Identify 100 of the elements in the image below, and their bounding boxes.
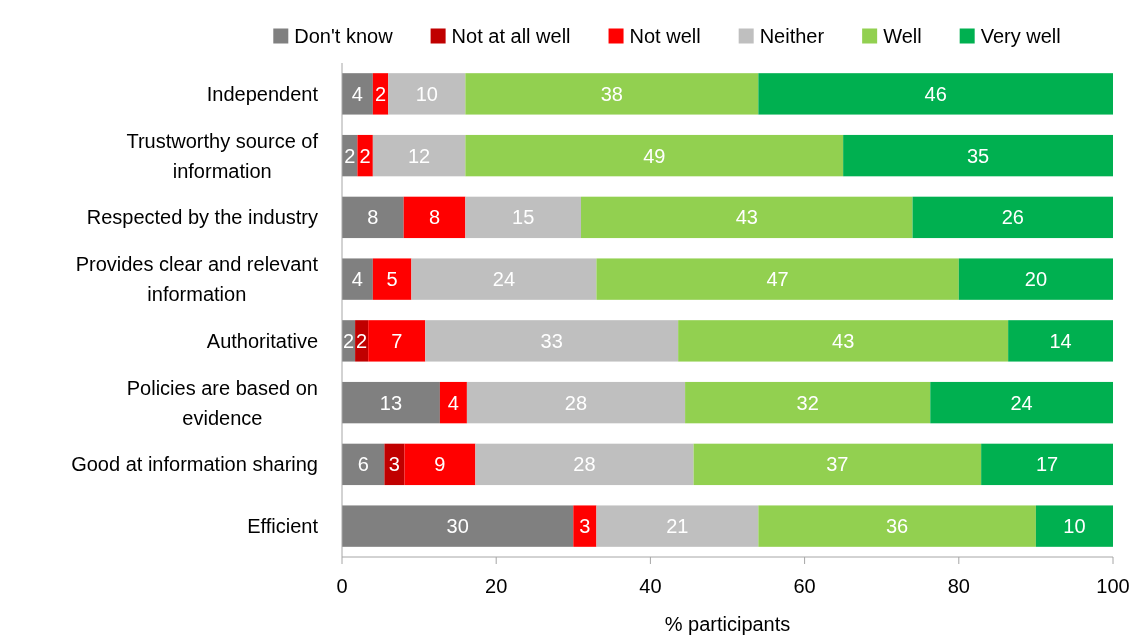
bar (342, 443, 385, 486)
data-label: 36 (885, 515, 909, 538)
data-label: 46 (924, 82, 947, 105)
bar (368, 320, 426, 362)
bar (439, 381, 467, 424)
data-label: 4 (351, 268, 363, 291)
bar (581, 196, 913, 239)
data-label: 28 (573, 453, 596, 476)
bar (1035, 505, 1113, 547)
data-label: 38 (600, 82, 623, 105)
bar (465, 196, 582, 239)
data-label: 5 (386, 268, 398, 291)
y-tick-label: Independent (206, 82, 319, 105)
data-label: 26 (1001, 206, 1024, 229)
data-label: 2 (356, 329, 368, 352)
legend-label: Neither (759, 25, 825, 47)
data-label: 8 (428, 206, 441, 229)
data-label: 8 (367, 206, 379, 229)
bar (388, 73, 466, 115)
data-label: 4 (447, 391, 459, 414)
bar (981, 443, 1113, 486)
bar (475, 443, 694, 486)
bar (912, 196, 1113, 239)
bar (758, 505, 1036, 547)
data-label: 14 (1049, 329, 1072, 352)
bar (372, 258, 412, 300)
bar (685, 381, 931, 424)
legend-label: Not well (629, 25, 701, 47)
bar (465, 73, 759, 115)
x-tick-label: 0 (336, 575, 348, 597)
bar (758, 73, 1113, 115)
data-label: 24 (1010, 391, 1033, 414)
data-label: 20 (1024, 268, 1048, 291)
bar (693, 443, 982, 486)
data-label: 24 (492, 268, 516, 291)
bar (411, 258, 597, 300)
bar (465, 134, 844, 177)
data-label: 43 (735, 206, 758, 229)
data-label: 10 (1063, 515, 1086, 538)
data-label: 2 (344, 144, 356, 167)
bar (958, 258, 1113, 300)
x-tick-label: 20 (485, 575, 508, 597)
data-label: 37 (826, 453, 849, 476)
data-label: 30 (446, 515, 469, 538)
data-label: 4 (351, 82, 363, 105)
x-tick-label: 40 (639, 575, 662, 597)
data-label: 17 (1035, 453, 1059, 476)
y-tick-label: Authoritative (206, 329, 318, 352)
x-tick-label: 100 (1096, 575, 1130, 597)
data-label: 3 (388, 453, 400, 476)
data-label: 33 (540, 329, 563, 352)
y-tick-label: Efficient (247, 515, 319, 538)
y-tick-label: Policies are based on evidence (126, 376, 318, 429)
bar (596, 258, 959, 300)
data-label: 10 (415, 82, 438, 105)
bar (573, 505, 597, 547)
data-label: 12 (407, 144, 431, 167)
data-label: 32 (796, 391, 819, 414)
bar (466, 381, 686, 424)
bar (425, 320, 679, 362)
legend-label: Don't know (294, 25, 394, 47)
data-label: 2 (342, 329, 355, 352)
bar (342, 258, 373, 300)
data-label: 9 (434, 453, 446, 476)
data-label: 3 (579, 515, 591, 538)
data-label: 28 (564, 391, 588, 414)
data-label: 47 (766, 268, 789, 291)
data-label: 7 (391, 329, 403, 352)
x-axis-title: % participants (664, 613, 791, 635)
x-tick-label: 80 (947, 575, 970, 597)
bar (404, 443, 476, 486)
x-tick-label: 60 (793, 575, 816, 597)
bar (342, 381, 440, 424)
bar (403, 196, 466, 239)
y-tick-label: Good at information sharing (71, 453, 318, 476)
legend-label: Not at all well (451, 25, 571, 47)
bar (342, 196, 404, 239)
data-label: 21 (666, 515, 689, 538)
data-label: 49 (643, 144, 666, 167)
data-label: 13 (379, 391, 403, 414)
data-label: 35 (966, 144, 990, 167)
y-tick-label: Provides clear and relevant information (75, 253, 319, 306)
data-label: 2 (359, 144, 371, 167)
data-label: 2 (374, 82, 387, 105)
bar (843, 134, 1113, 177)
y-tick-label: Respected by the industry (86, 206, 318, 229)
bar (357, 134, 373, 177)
data-label: 6 (357, 453, 369, 476)
legend-label: Very well (980, 25, 1061, 47)
bar (678, 320, 1009, 362)
bar (342, 505, 574, 547)
bar (930, 381, 1113, 424)
bar (1008, 320, 1113, 362)
data-label: 15 (512, 206, 535, 229)
bar (342, 73, 373, 115)
legend-label: Well (883, 25, 922, 47)
data-label: 43 (832, 329, 855, 352)
bar (596, 505, 759, 547)
y-tick-label: Trustworthy source of information (126, 129, 319, 182)
bar (372, 134, 466, 177)
